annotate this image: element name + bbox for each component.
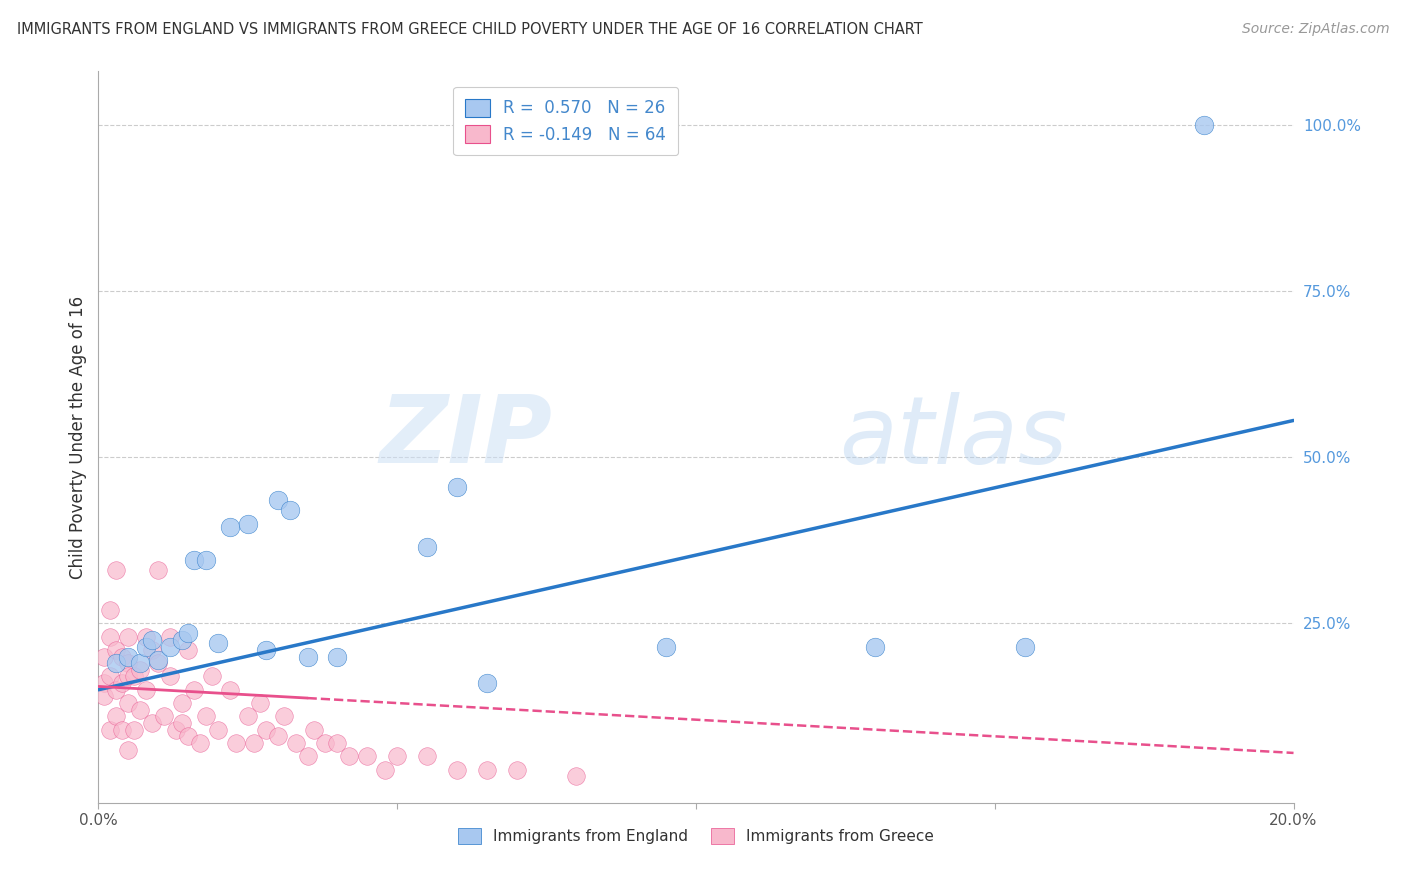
Point bbox=[254, 723, 277, 737]
Point bbox=[219, 520, 242, 534]
Point bbox=[172, 696, 194, 710]
Point bbox=[416, 749, 439, 764]
Point bbox=[105, 709, 128, 723]
Point bbox=[243, 736, 266, 750]
Point bbox=[326, 736, 349, 750]
Point bbox=[236, 709, 259, 723]
Point bbox=[565, 769, 588, 783]
Point bbox=[129, 663, 152, 677]
Point bbox=[141, 632, 163, 647]
Point bbox=[225, 736, 247, 750]
Point bbox=[117, 649, 139, 664]
Point bbox=[98, 603, 122, 617]
Point bbox=[207, 723, 229, 737]
Point bbox=[159, 630, 181, 644]
Point bbox=[297, 749, 319, 764]
Point bbox=[297, 649, 319, 664]
Point bbox=[98, 630, 122, 644]
Point bbox=[117, 696, 139, 710]
Point bbox=[153, 709, 176, 723]
Point bbox=[117, 630, 139, 644]
Point bbox=[446, 763, 468, 777]
Point bbox=[148, 656, 170, 670]
Point bbox=[111, 723, 134, 737]
Point bbox=[105, 563, 128, 577]
Point bbox=[93, 676, 115, 690]
Point bbox=[129, 656, 152, 670]
Text: IMMIGRANTS FROM ENGLAND VS IMMIGRANTS FROM GREECE CHILD POVERTY UNDER THE AGE OF: IMMIGRANTS FROM ENGLAND VS IMMIGRANTS FR… bbox=[17, 22, 922, 37]
Point bbox=[117, 656, 139, 670]
Point bbox=[865, 640, 887, 654]
Point bbox=[135, 640, 157, 654]
Point bbox=[302, 723, 325, 737]
Point bbox=[148, 563, 170, 577]
Point bbox=[93, 649, 115, 664]
Point bbox=[356, 749, 378, 764]
Point bbox=[1014, 640, 1036, 654]
Point bbox=[188, 736, 211, 750]
Point bbox=[117, 669, 139, 683]
Point bbox=[506, 763, 529, 777]
Point bbox=[446, 480, 468, 494]
Point bbox=[326, 649, 349, 664]
Point bbox=[172, 716, 194, 731]
Legend: Immigrants from England, Immigrants from Greece: Immigrants from England, Immigrants from… bbox=[451, 822, 941, 850]
Point bbox=[117, 742, 139, 756]
Point bbox=[236, 516, 259, 531]
Point bbox=[135, 630, 157, 644]
Point bbox=[315, 736, 337, 750]
Point bbox=[148, 653, 170, 667]
Point bbox=[655, 640, 678, 654]
Point bbox=[177, 626, 200, 640]
Point bbox=[177, 643, 200, 657]
Point bbox=[111, 649, 134, 664]
Point bbox=[475, 676, 498, 690]
Point bbox=[98, 669, 122, 683]
Point bbox=[111, 676, 134, 690]
Point bbox=[267, 493, 290, 508]
Point bbox=[141, 643, 163, 657]
Point bbox=[105, 656, 128, 670]
Point bbox=[219, 682, 242, 697]
Point bbox=[159, 640, 181, 654]
Text: ZIP: ZIP bbox=[380, 391, 553, 483]
Point bbox=[339, 749, 361, 764]
Point bbox=[172, 632, 194, 647]
Point bbox=[278, 503, 301, 517]
Point bbox=[249, 696, 271, 710]
Point bbox=[124, 723, 146, 737]
Point bbox=[105, 643, 128, 657]
Y-axis label: Child Poverty Under the Age of 16: Child Poverty Under the Age of 16 bbox=[69, 295, 87, 579]
Point bbox=[165, 723, 187, 737]
Point bbox=[201, 669, 224, 683]
Point bbox=[416, 540, 439, 554]
Point bbox=[183, 553, 205, 567]
Point bbox=[141, 716, 163, 731]
Point bbox=[475, 763, 498, 777]
Point bbox=[385, 749, 409, 764]
Point bbox=[159, 669, 181, 683]
Point bbox=[129, 703, 152, 717]
Point bbox=[93, 690, 115, 704]
Point bbox=[124, 669, 146, 683]
Point bbox=[1192, 118, 1215, 132]
Point bbox=[267, 729, 290, 743]
Text: atlas: atlas bbox=[839, 392, 1067, 483]
Point bbox=[207, 636, 229, 650]
Point bbox=[254, 643, 277, 657]
Point bbox=[273, 709, 295, 723]
Point bbox=[135, 682, 157, 697]
Point bbox=[105, 682, 128, 697]
Point bbox=[98, 723, 122, 737]
Point bbox=[195, 709, 218, 723]
Point bbox=[183, 682, 205, 697]
Point bbox=[177, 729, 200, 743]
Point bbox=[284, 736, 307, 750]
Point bbox=[195, 553, 218, 567]
Text: Source: ZipAtlas.com: Source: ZipAtlas.com bbox=[1241, 22, 1389, 37]
Point bbox=[374, 763, 396, 777]
